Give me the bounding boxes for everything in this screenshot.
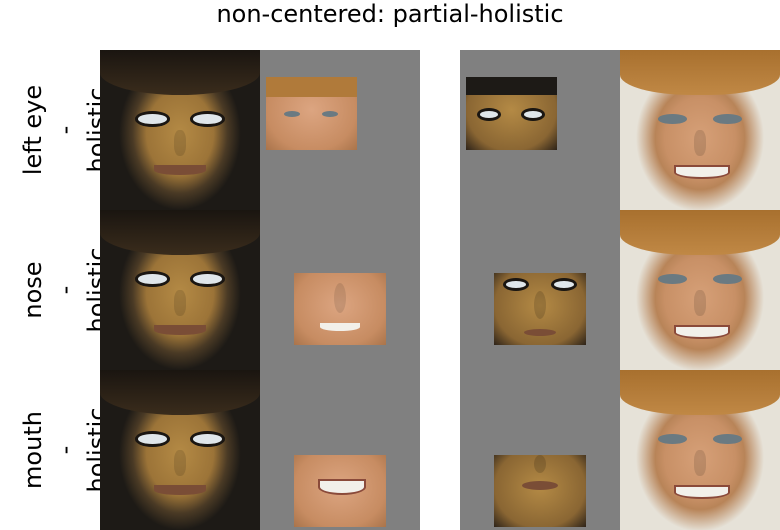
woman-eye-crop	[466, 77, 557, 150]
man-nose-crop	[294, 273, 386, 345]
woman-face-image	[100, 50, 260, 210]
man-face-image	[620, 50, 780, 210]
woman-face-image	[100, 210, 260, 370]
figure-title: non-centered: partial-holistic	[216, 0, 564, 28]
man-face-image	[620, 370, 780, 530]
man-eye-crop	[266, 77, 357, 150]
woman-nose-crop	[494, 273, 586, 345]
woman-mouth-crop	[494, 455, 586, 527]
man-mouth-crop	[294, 455, 386, 527]
man-face-image	[620, 210, 780, 370]
woman-face-image	[100, 370, 260, 530]
